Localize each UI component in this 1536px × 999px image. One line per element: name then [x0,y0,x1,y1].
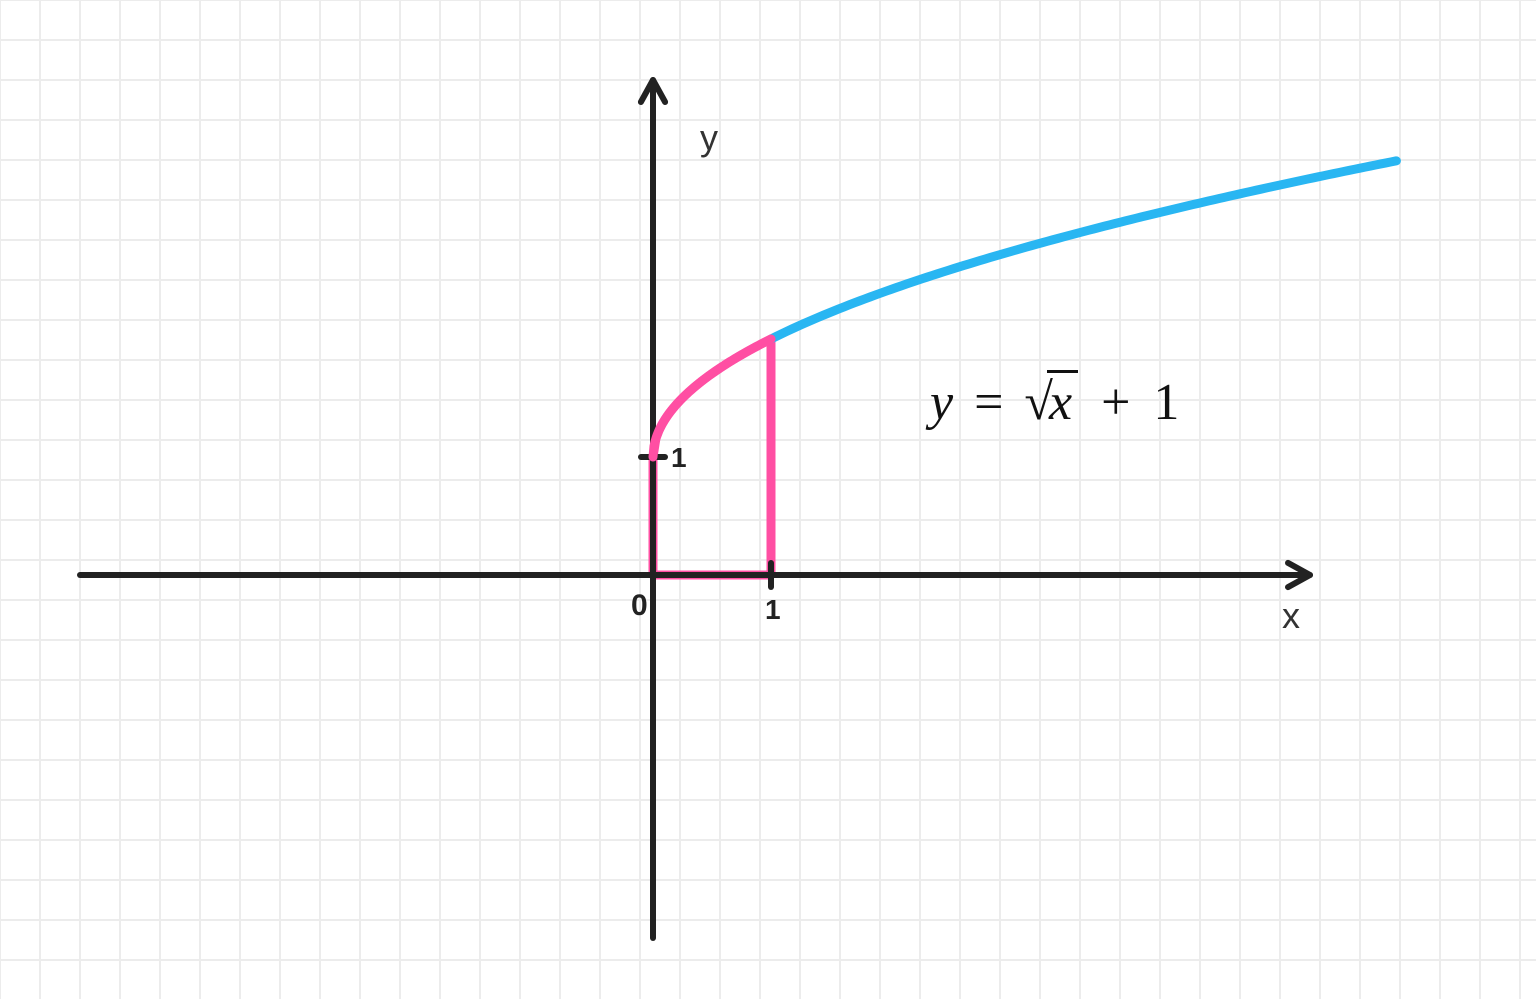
equation-equals: = [966,374,1011,431]
equation-radicand: x [1047,370,1078,432]
chart-stage: 0 1 1 x y y = √x + 1 [0,0,1536,999]
y-axis-label: y [700,117,718,158]
equation-rhs: 1 [1153,374,1179,431]
x-axis-label: x [1282,595,1300,636]
origin-label: 0 [631,589,648,622]
equation-lhs: y [930,374,953,431]
equation-sqrt: √x [1024,370,1078,432]
equation-plus: + [1091,374,1140,431]
y-tick-label: 1 [671,442,687,473]
chart-svg: 0 1 1 x y [0,0,1536,999]
equation-label: y = √x + 1 [930,370,1179,432]
x-tick-label: 1 [765,594,781,625]
